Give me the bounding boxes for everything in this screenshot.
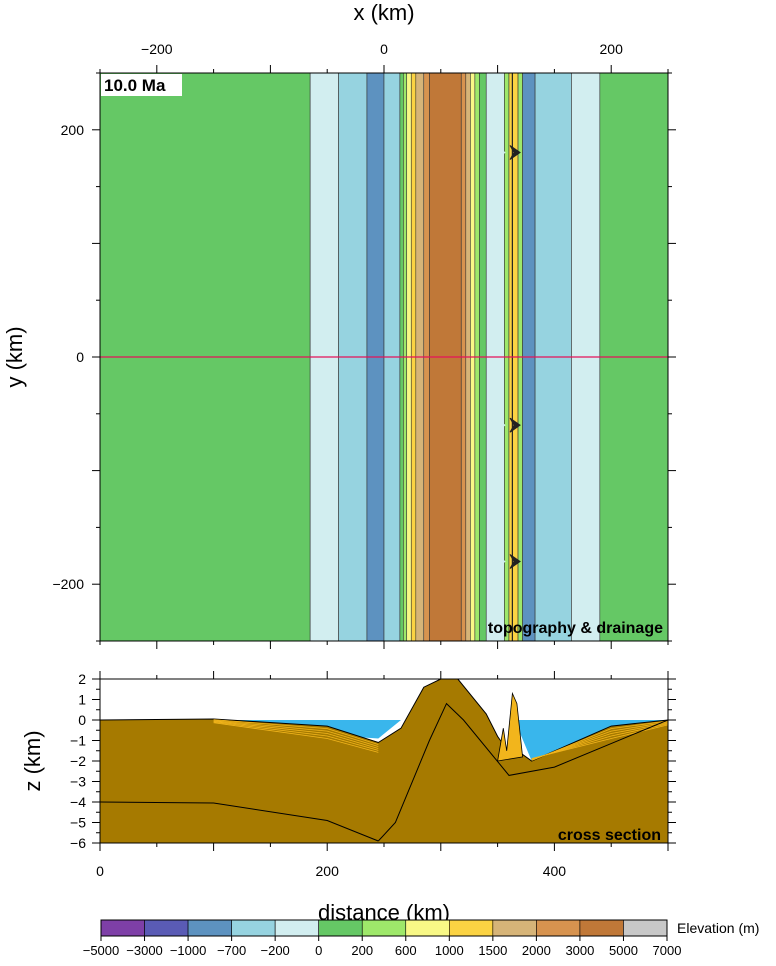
x-tick-label: 200 — [316, 863, 340, 879]
map-panel-label: topography & drainage — [488, 620, 663, 637]
colorbar-tick-label: −700 — [217, 943, 246, 958]
colorbar-tick-label: −200 — [261, 943, 290, 958]
horizon-line — [100, 801, 379, 842]
horizon-line — [377, 702, 668, 842]
cross-section-ticks: 0 200 400 2 1 0 −1 −2 −3 −4 −5 −6 — [70, 671, 676, 879]
sediment-layer-line — [213, 721, 379, 751]
colorbar-swatch — [536, 919, 581, 937]
colorbar-tick-label: 2000 — [522, 943, 551, 958]
colorbar-ticks: −5000 −3000 −1000 −700 −200 0 200 600 1000 1500 20… — [83, 936, 682, 958]
colorbar-tick-label: 200 — [351, 943, 373, 958]
sediment-layer-line — [531, 724, 668, 759]
river-knickpoint — [509, 145, 521, 160]
river-knickpoint — [509, 554, 521, 569]
colorbar-swatch — [361, 919, 407, 937]
map-y-axis-label: y (km) — [2, 326, 27, 387]
y-tick-label: 0 — [76, 349, 84, 365]
map-ticks: −200 0 200 −200 0 200 — [52, 41, 676, 649]
time-label: 10.0 Ma — [104, 76, 166, 95]
colorbar-tick-label: 1500 — [478, 943, 507, 958]
y-tick-label: −6 — [70, 835, 86, 851]
colorbar-frame — [100, 919, 668, 937]
sediment-layer-line — [213, 719, 379, 745]
sediment-layer-line — [213, 720, 379, 747]
colorbar-tick-label: 5000 — [609, 943, 638, 958]
sediment-layer-line — [531, 720, 668, 761]
uplift-spikes — [497, 691, 524, 762]
x-tick-label: 0 — [380, 41, 388, 57]
colorbar-swatch — [144, 919, 189, 937]
colorbar-tick-label: 7000 — [653, 943, 682, 958]
colorbar-swatch — [579, 919, 624, 937]
colorbar-swatch — [449, 919, 494, 937]
colorbar-swatch — [492, 919, 537, 937]
river-knickpoint — [497, 147, 506, 158]
sediment-layer-line — [213, 720, 379, 749]
horizons — [100, 702, 668, 842]
map-panel: −200 0 200 −200 0 200 10.0 Ma topography & dr… — [2, 0, 676, 649]
colorbar-tick-label: 0 — [315, 943, 322, 958]
x-tick-label: 200 — [600, 41, 624, 57]
colorbar-swatch — [187, 919, 232, 937]
y-tick-label: 0 — [78, 712, 86, 728]
river-knickpoint — [497, 556, 506, 567]
colorbar-swatch — [623, 919, 668, 937]
colorbar-swatch — [231, 919, 276, 937]
river-knickpoint — [497, 420, 506, 430]
x-tick-label: 0 — [96, 863, 104, 879]
sediment-layer-line — [531, 722, 668, 760]
water-layer — [100, 720, 668, 761]
sediment-layering — [213, 719, 668, 761]
y-tick-label: −2 — [70, 753, 86, 769]
colorbar-swatch — [274, 919, 319, 937]
y-tick-label: 1 — [78, 692, 86, 708]
colorbar-tick-label: 1000 — [435, 943, 464, 958]
colorbar-swatch — [100, 919, 145, 937]
y-tick-label: 2 — [78, 671, 86, 687]
colorbar-tick-label: 3000 — [565, 943, 594, 958]
y-tick-label: −3 — [70, 774, 86, 790]
colorbar-swatch — [318, 919, 363, 937]
colorbar-label: Elevation (m) — [677, 920, 759, 936]
colorbar-tick-label: 600 — [395, 943, 417, 958]
colorbar-swatches — [100, 919, 668, 937]
sediment-layer-line — [531, 721, 668, 761]
x-tick-label: 400 — [543, 863, 567, 879]
y-tick-label: −200 — [52, 576, 84, 592]
y-tick-label: −1 — [70, 733, 86, 749]
map-x-axis-label: x (km) — [353, 0, 414, 25]
y-tick-label: 200 — [61, 122, 85, 138]
river-knickpoint — [509, 417, 521, 433]
y-tick-label: −4 — [70, 794, 86, 810]
colorbar-swatch — [405, 919, 450, 937]
time-label-box — [101, 74, 182, 96]
sediment-layer-line — [213, 722, 379, 753]
cross-section-y-axis-label: z (km) — [20, 730, 45, 791]
x-tick-label: −200 — [141, 41, 173, 57]
y-tick-label: −5 — [70, 815, 86, 831]
cross-section-panel-label: cross section — [558, 827, 661, 844]
colorbar-tick-label: −5000 — [83, 943, 120, 958]
colorbar-tick-label: −3000 — [126, 943, 163, 958]
colorbar-tick-label: −1000 — [170, 943, 207, 958]
colorbar: −5000 −3000 −1000 −700 −200 0 200 600 1000 1500 20… — [83, 919, 759, 958]
